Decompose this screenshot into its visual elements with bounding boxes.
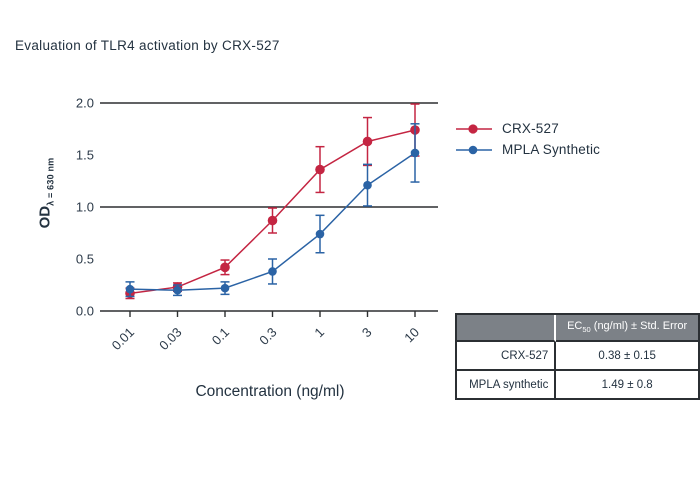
ec50-table-corner-cell [457, 315, 557, 342]
row-label-crx527: CRX-527 [457, 342, 557, 371]
figure-title: Evaluation of TLR4 activation by CRX-527 [15, 38, 280, 53]
y-axis-label: ODλ = 630 nm [37, 158, 56, 229]
x-axis-label: Concentration (ng/ml) [195, 383, 345, 400]
data-point [362, 136, 373, 147]
x-tick-label: 0.1 [209, 325, 232, 348]
y-tick-label: 0.5 [76, 252, 94, 267]
row-value-mpla: 1.49 ± 0.8 [556, 371, 698, 398]
x-tick-label: 3 [359, 325, 375, 341]
x-tick-label: 0.01 [109, 325, 138, 354]
data-point [220, 283, 230, 293]
y-tick-label: 1.0 [76, 200, 94, 215]
x-tick-label: 1 [311, 325, 327, 341]
data-point [267, 215, 278, 226]
ec50-table-header-row: EC50 (ng/ml) ± Std. Error [457, 315, 698, 342]
x-tick-label: 0.03 [156, 325, 185, 354]
legend-item-crx527: CRX-527 [456, 118, 600, 139]
data-point [363, 180, 372, 190]
y-tick-label: 1.5 [76, 148, 94, 163]
data-point [220, 262, 230, 273]
row-label-mpla: MPLA synthetic [457, 371, 557, 398]
crx527-line-marker-icon [456, 123, 492, 134]
x-tick-label: 10 [401, 325, 422, 346]
mpla-line-marker-icon [456, 145, 492, 154]
data-point [410, 148, 420, 158]
series-mpla [125, 123, 420, 298]
y-tick-label: 0.0 [76, 304, 94, 319]
y-axis-label-main: OD [36, 205, 54, 229]
data-point [315, 229, 325, 239]
chart-legend: CRX-527 MPLA Synthetic [456, 118, 600, 160]
data-point [268, 267, 277, 276]
ec50-table: EC50 (ng/ml) ± Std. Error CRX-527 0.38 ±… [455, 313, 700, 400]
row-value-crx527: 0.38 ± 0.15 [556, 342, 698, 371]
legend-label-mpla: MPLA Synthetic [502, 142, 601, 157]
data-point [125, 284, 135, 294]
legend-label-crx527: CRX-527 [502, 121, 559, 136]
y-axis-label-subscript: λ = 630 nm [45, 157, 56, 206]
table-row-mpla: MPLA synthetic 1.49 ± 0.8 [457, 371, 698, 398]
ec50-table-header-cell: EC50 (ng/ml) ± Std. Error [556, 315, 698, 342]
data-point [173, 285, 182, 295]
y-tick-label: 2.0 [76, 96, 94, 111]
x-tick-label: 0.3 [256, 325, 279, 348]
table-row-crx527: CRX-527 0.38 ± 0.15 [457, 342, 698, 371]
legend-item-mpla: MPLA Synthetic [456, 139, 600, 160]
data-point [315, 164, 325, 175]
